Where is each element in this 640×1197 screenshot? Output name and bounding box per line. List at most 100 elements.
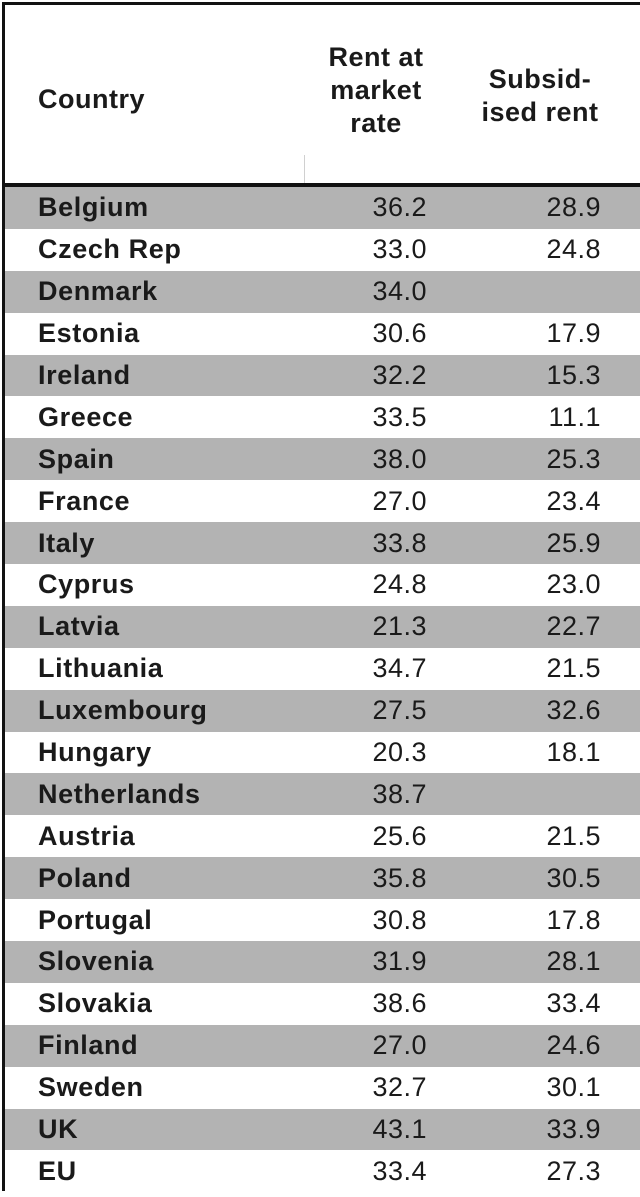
table-row: Latvia 21.3 22.7 <box>5 605 640 648</box>
subsidised-rent-cell: 17.8 <box>546 904 601 935</box>
table-row: Lithuania 34.7 21.5 <box>5 647 640 690</box>
subsidised-rent-cell: 21.5 <box>546 653 601 684</box>
country-cell: Luxembourg <box>38 695 208 726</box>
subsidised-rent-cell: 18.1 <box>546 737 601 768</box>
table-row: Greece 33.5 11.1 <box>5 396 640 439</box>
country-cell: Denmark <box>38 276 158 307</box>
country-cell: Austria <box>38 820 136 851</box>
country-cell: Sweden <box>38 1072 144 1103</box>
country-cell: Lithuania <box>38 653 164 684</box>
country-cell: UK <box>38 1114 79 1145</box>
subsidised-rent-cell: 15.3 <box>546 360 601 390</box>
header-column-divider <box>304 155 305 183</box>
country-cell: Spain <box>38 443 115 474</box>
market-rent-cell: 33.0 <box>372 234 427 265</box>
subsidised-rent-cell: 17.9 <box>546 318 601 349</box>
market-rent-cell: 38.7 <box>372 778 427 809</box>
country-cell: Italy <box>38 527 96 558</box>
subsidised-rent-cell <box>465 271 601 313</box>
table-row: Czech Rep 33.0 24.8 <box>5 228 640 271</box>
table-row: UK 43.1 33.9 <box>5 1108 640 1151</box>
table-row: Austria 25.6 21.5 <box>5 815 640 858</box>
country-cell: Finland <box>38 1030 139 1061</box>
subsidised-rent-cell: 30.1 <box>546 1072 601 1103</box>
market-rent-cell: 24.8 <box>372 569 427 600</box>
header-rule <box>5 183 640 187</box>
subsidised-rent-cell: 23.0 <box>546 569 601 600</box>
market-rent-cell: 38.6 <box>372 988 427 1019</box>
market-rent-cell: 27.0 <box>372 1030 427 1061</box>
table-row: Spain 38.0 25.3 <box>5 438 640 481</box>
country-column-header: Country <box>38 84 145 114</box>
table-row: Belgium 36.2 28.9 <box>5 187 640 229</box>
table-row: Hungary 20.3 18.1 <box>5 731 640 774</box>
subsidised-rent-cell: 33.4 <box>546 988 601 1019</box>
subsidised-rent-column-header: Subsid- ised rent <box>481 64 599 127</box>
country-cell: Cyprus <box>38 569 135 600</box>
subsidised-rent-cell: 28.1 <box>546 946 601 977</box>
market-rent-cell: 33.8 <box>372 527 427 558</box>
country-cell: Latvia <box>38 611 120 642</box>
market-rent-cell: 30.8 <box>372 904 427 935</box>
country-cell: Belgium <box>38 192 149 223</box>
market-rent-cell: 20.3 <box>372 737 427 768</box>
market-rent-cell: 31.9 <box>372 946 427 977</box>
market-rent-cell: 30.6 <box>372 318 427 349</box>
country-cell: Portugal <box>38 904 153 935</box>
table-row: Cyprus 24.8 23.0 <box>5 564 640 606</box>
table-row: Denmark 34.0 <box>5 270 640 313</box>
market-rent-cell: 32.2 <box>372 360 427 390</box>
country-cell: Slovenia <box>38 946 154 977</box>
table-header: Country Rent at market rate Subsid- ised… <box>5 5 640 183</box>
country-cell: Hungary <box>38 737 152 768</box>
table-row: Poland 35.8 30.5 <box>5 857 640 900</box>
subsidised-rent-cell: 33.9 <box>546 1114 601 1145</box>
subsidised-rent-cell: 11.1 <box>548 401 601 432</box>
market-rent-cell: 25.6 <box>372 820 427 851</box>
market-rent-cell: 21.3 <box>372 611 427 642</box>
table-row: Luxembourg 27.5 32.6 <box>5 689 640 732</box>
subsidised-rent-cell: 21.5 <box>546 820 601 851</box>
table-row: Ireland 32.2 15.3 <box>5 354 640 397</box>
subsidised-rent-cell: 23.4 <box>546 485 601 516</box>
subsidised-rent-cell <box>465 773 601 815</box>
country-cell: Slovakia <box>38 988 153 1019</box>
subsidised-rent-cell: 25.9 <box>546 527 601 558</box>
country-cell: France <box>38 485 131 516</box>
subsidised-rent-cell: 24.8 <box>546 234 601 265</box>
table-row: Italy 33.8 25.9 <box>5 522 640 565</box>
table-row: EU 33.4 27.3 <box>5 1150 640 1193</box>
table-row: Portugal 30.8 17.8 <box>5 899 640 942</box>
country-cell: Greece <box>38 401 134 432</box>
subsidised-rent-cell: 28.9 <box>546 192 601 223</box>
country-cell: Estonia <box>38 318 140 349</box>
market-rent-cell: 36.2 <box>372 192 427 223</box>
table-row: Netherlands 38.7 <box>5 773 640 816</box>
table-body: Belgium 36.2 28.9 Czech Rep 33.0 24.8 Denmark 3… <box>5 187 640 1193</box>
country-cell: EU <box>38 1155 77 1186</box>
subsidised-rent-cell: 27.3 <box>546 1155 601 1186</box>
table-row: Estonia 30.6 17.9 <box>5 312 640 355</box>
market-rent-cell: 32.7 <box>372 1072 427 1103</box>
market-rent-cell: 34.7 <box>372 653 427 684</box>
market-rent-cell: 34.0 <box>372 276 427 307</box>
market-rent-cell: 35.8 <box>372 862 427 893</box>
table-row: Slovakia 38.6 33.4 <box>5 982 640 1025</box>
subsidised-rent-cell: 30.5 <box>546 862 601 893</box>
market-rent-column-header: Rent at market rate <box>328 42 424 138</box>
market-rent-cell: 33.4 <box>372 1155 427 1186</box>
market-rent-cell: 27.0 <box>372 485 427 516</box>
country-cell: Czech Rep <box>38 234 182 265</box>
subsidised-rent-cell: 24.6 <box>546 1030 601 1061</box>
subsidised-rent-cell: 25.3 <box>546 443 601 474</box>
table-row: Finland 27.0 24.6 <box>5 1024 640 1067</box>
country-cell: Poland <box>38 862 132 893</box>
country-cell: Netherlands <box>38 778 201 809</box>
table-row: France 27.0 23.4 <box>5 480 640 523</box>
market-rent-cell: 43.1 <box>372 1114 427 1145</box>
subsidised-rent-cell: 32.6 <box>546 695 601 726</box>
market-rent-cell: 38.0 <box>372 443 427 474</box>
market-rent-cell: 27.5 <box>372 695 427 726</box>
country-cell: Ireland <box>38 360 131 390</box>
